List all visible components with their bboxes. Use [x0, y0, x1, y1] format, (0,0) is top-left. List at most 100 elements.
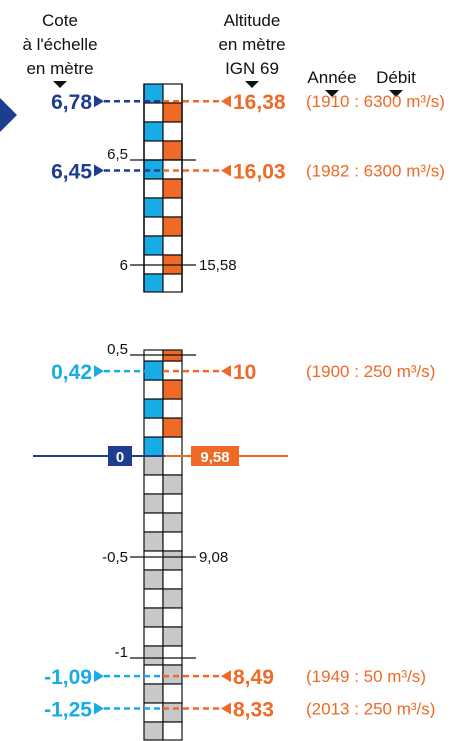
scale-cell — [143, 273, 164, 293]
flood-marker: 0,42 10 (1900 : 250 m³/s) — [51, 361, 435, 384]
debit-arrow-icon — [389, 90, 403, 97]
altitude-header-line-2: en mètre — [218, 35, 285, 54]
scale-cell — [143, 178, 164, 199]
flood-arrow-icon — [94, 95, 104, 108]
altitude-header-line-1: Altitude — [224, 11, 281, 30]
scale-cell — [162, 398, 183, 419]
scale-cell — [162, 721, 183, 741]
flood-arrow-icon — [94, 670, 104, 683]
scale-cell — [143, 455, 164, 476]
cote-header: Cote à l'échelle en mètre — [22, 11, 98, 88]
flood-cote-label: -1,09 — [44, 666, 92, 689]
altitude-header: Altitude en mètre IGN 69 — [218, 11, 286, 88]
scale-cell — [162, 178, 183, 199]
scale-cell — [162, 379, 183, 400]
scale-cell — [143, 588, 164, 609]
scale-cell — [143, 493, 164, 514]
flood-altitude-label: 16,38 — [233, 91, 286, 114]
zero-cote-badge — [108, 446, 132, 466]
scale-cell — [143, 512, 164, 533]
flood-altitude-label: 8,33 — [233, 699, 274, 722]
scale-cell — [143, 379, 164, 400]
zero-line: 0 9,58 — [33, 446, 288, 466]
scale-cell — [162, 569, 183, 590]
scale-cell — [162, 683, 183, 704]
flood-marker: -1,09 8,49 (1949 : 50 m³/s) — [44, 666, 426, 689]
zero-cote-text: 0 — [116, 449, 124, 466]
flood-altitude-label: 10 — [233, 361, 256, 384]
gauge-scale — [143, 83, 183, 741]
cote-header-line-3: en mètre — [26, 59, 93, 78]
tick-altitude-label: 9,08 — [199, 549, 228, 566]
scale-cell — [143, 235, 164, 256]
scale-cell — [162, 197, 183, 218]
scale-cell — [143, 474, 164, 495]
scale-cell — [162, 474, 183, 495]
scale-cell — [143, 550, 164, 571]
scale-cell — [162, 607, 183, 628]
flood-cote-label: 6,45 — [51, 161, 92, 184]
flood-altitude-label: 16,03 — [233, 161, 286, 184]
scale-cell — [143, 569, 164, 590]
flood-arrow-icon — [221, 670, 231, 683]
flood-markers: 6,78 16,38 (1910 : 6300 m³/s) 6,45 16,03 (198… — [44, 91, 445, 741]
cote-header-line-1: Cote — [42, 11, 78, 30]
scale-cell — [162, 588, 183, 609]
flood-arrow-icon — [94, 702, 104, 715]
scale-cell — [162, 273, 183, 293]
flood-marker: -1,25 8,33 (2013 : 250 m³/s) — [44, 699, 435, 722]
scale-cell — [162, 121, 183, 142]
scale-cell — [162, 140, 183, 161]
flood-arrow-icon — [221, 164, 231, 177]
scale-cell — [162, 626, 183, 647]
scale-cell — [162, 512, 183, 533]
scale-ticks: 6,5 6 15,58 0,5 -0,5 9,08 -1 — [102, 146, 236, 661]
scale-cell — [162, 455, 183, 476]
scale-cell — [162, 702, 183, 723]
tick-label: 6 — [120, 257, 128, 274]
flood-reference-label: (1949 : 50 m³/s) — [306, 667, 426, 686]
tick-label: -1 — [115, 644, 128, 661]
scale-cell — [143, 531, 164, 552]
flood-marker: 6,78 16,38 (1910 : 6300 m³/s) — [51, 91, 445, 114]
scale-cell — [162, 645, 183, 666]
scale-cell — [162, 436, 183, 457]
cote-header-line-2: à l'échelle — [22, 35, 97, 54]
tick-label: 6,5 — [107, 146, 128, 163]
scale-cell — [162, 417, 183, 438]
tick-altitude-label: 15,58 — [199, 257, 237, 274]
scale-cell — [162, 216, 183, 237]
tick-label: 0,5 — [107, 341, 128, 358]
scale-cell — [143, 398, 164, 419]
scale-cell — [162, 550, 183, 571]
flood-altitude-label: 8,49 — [233, 666, 274, 689]
flood-cote-label: 6,78 — [51, 91, 92, 114]
scale-cell — [162, 235, 183, 256]
flood-reference-label: (1982 : 6300 m³/s) — [306, 162, 445, 181]
scale-cell — [162, 102, 183, 123]
scale-cell — [143, 436, 164, 457]
scale-cell — [143, 702, 164, 723]
scale-cell — [143, 683, 164, 704]
scale-cell — [143, 664, 164, 685]
flood-reference-label: (1910 : 6300 m³/s) — [306, 92, 445, 111]
scale-cell — [143, 417, 164, 438]
cote-arrow-icon — [53, 81, 67, 88]
flood-arrow-icon — [221, 702, 231, 715]
zero-altitude-text: 9,58 — [200, 449, 229, 466]
altitude-arrow-icon — [245, 81, 259, 88]
flood-arrow-icon — [221, 95, 231, 108]
scale-cell — [143, 102, 164, 123]
flood-reference-label: (1900 : 250 m³/s) — [306, 362, 435, 381]
scale-cell — [143, 197, 164, 218]
annee-header: Année — [307, 68, 356, 87]
scale-cell — [143, 216, 164, 237]
scale-cell — [162, 531, 183, 552]
flood-arrow-icon — [94, 365, 104, 378]
altitude-header-line-3: IGN 69 — [225, 59, 279, 78]
flood-marker: 6,45 16,03 (1982 : 6300 m³/s) — [51, 161, 445, 184]
flood-reference-label: (2013 : 250 m³/s) — [306, 700, 435, 719]
scale-cell — [143, 121, 164, 142]
annee-arrow-icon — [325, 90, 339, 97]
